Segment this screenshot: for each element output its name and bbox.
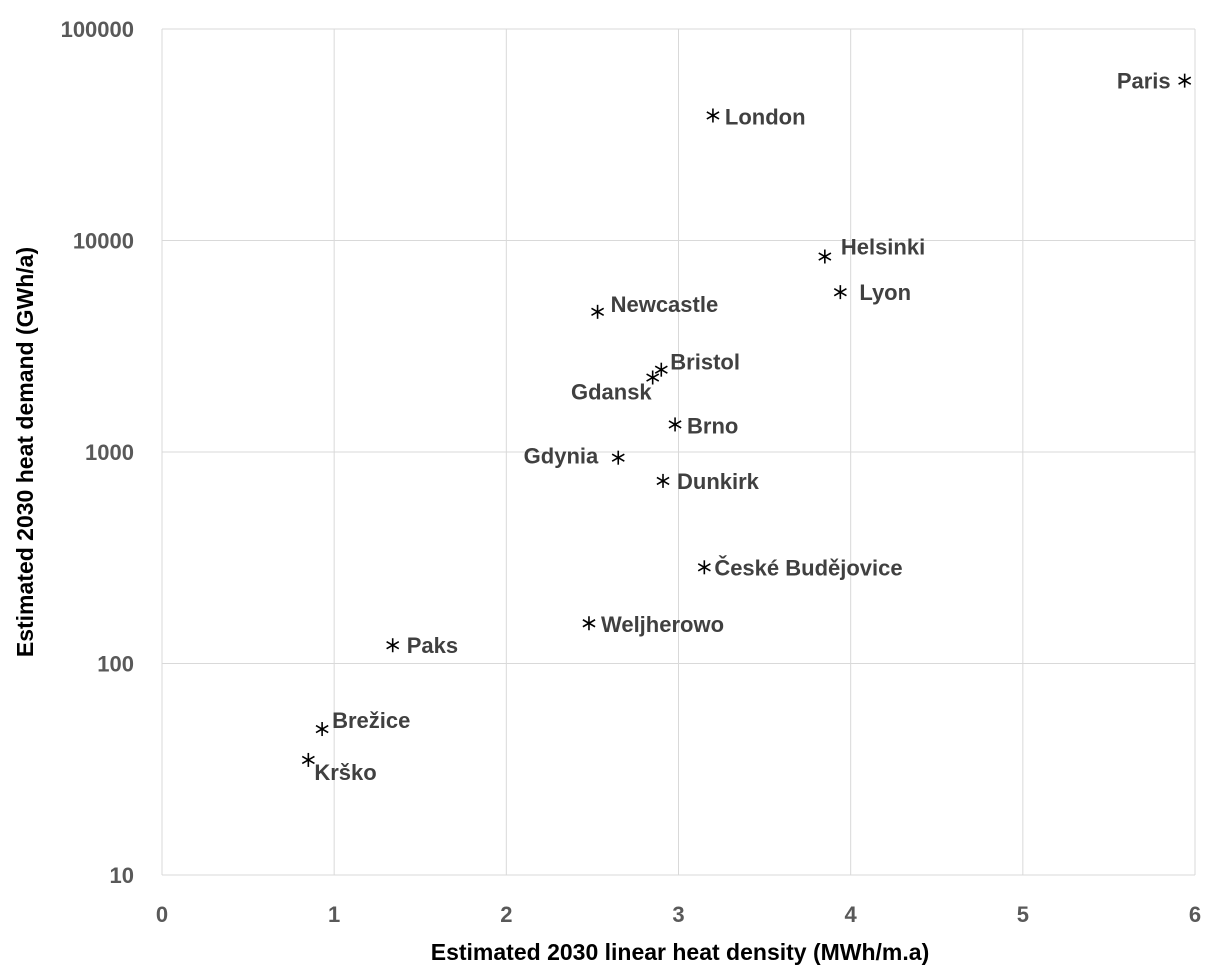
data-point [386, 638, 400, 653]
point-label: Paks [407, 633, 458, 658]
x-axis-title: Estimated 2030 linear heat density (MWh/… [431, 939, 929, 965]
x-tick-label: 0 [156, 902, 168, 927]
data-point [1178, 73, 1192, 88]
point-label: Krško [314, 760, 376, 785]
point-label: Gdansk [571, 380, 652, 405]
data-point [697, 560, 711, 575]
point-label: České Budějovice [714, 555, 902, 580]
y-tick-label: 10 [110, 863, 134, 888]
point-label: Paris [1117, 69, 1171, 94]
point-label: Bristol [670, 350, 740, 375]
point-label: London [725, 104, 806, 129]
data-point [315, 722, 329, 737]
point-label: Lyon [859, 280, 911, 305]
y-axis-title: Estimated 2030 heat demand (GWh/a) [12, 247, 38, 657]
x-tick-label: 1 [328, 902, 340, 927]
data-point [591, 304, 605, 319]
x-tick-label: 5 [1017, 902, 1029, 927]
x-tick-label: 2 [500, 902, 512, 927]
data-point [646, 370, 660, 385]
data-point [654, 362, 668, 377]
y-tick-label: 100 [97, 652, 134, 677]
point-label: Dunkirk [677, 469, 760, 494]
y-tick-label: 100000 [61, 17, 134, 42]
point-label: Brno [687, 413, 738, 438]
data-point [656, 473, 670, 488]
data-point [818, 249, 832, 264]
x-tick-label: 6 [1189, 902, 1201, 927]
data-point [833, 285, 847, 300]
tick-labels: 0 1 2 3 4 5 6 10 100 1000 10000 100000 [61, 17, 1202, 927]
gridlines [161, 28, 1196, 876]
point-label: Weljherowo [601, 612, 724, 637]
data-point [611, 450, 625, 465]
point-label: Gdynia [524, 444, 599, 469]
point-label: Brežice [332, 708, 410, 733]
data-points: Paris London Helsinki Lyon Newcastle Bristol G… [301, 69, 1192, 785]
data-point [301, 752, 315, 767]
x-tick-label: 3 [672, 902, 684, 927]
x-tick-label: 4 [845, 902, 858, 927]
data-point [706, 108, 720, 123]
point-label: Newcastle [611, 292, 719, 317]
point-label: Helsinki [841, 235, 925, 260]
y-tick-label: 10000 [73, 229, 134, 254]
y-tick-label: 1000 [85, 440, 134, 465]
data-point [582, 616, 596, 631]
data-point [668, 417, 682, 432]
